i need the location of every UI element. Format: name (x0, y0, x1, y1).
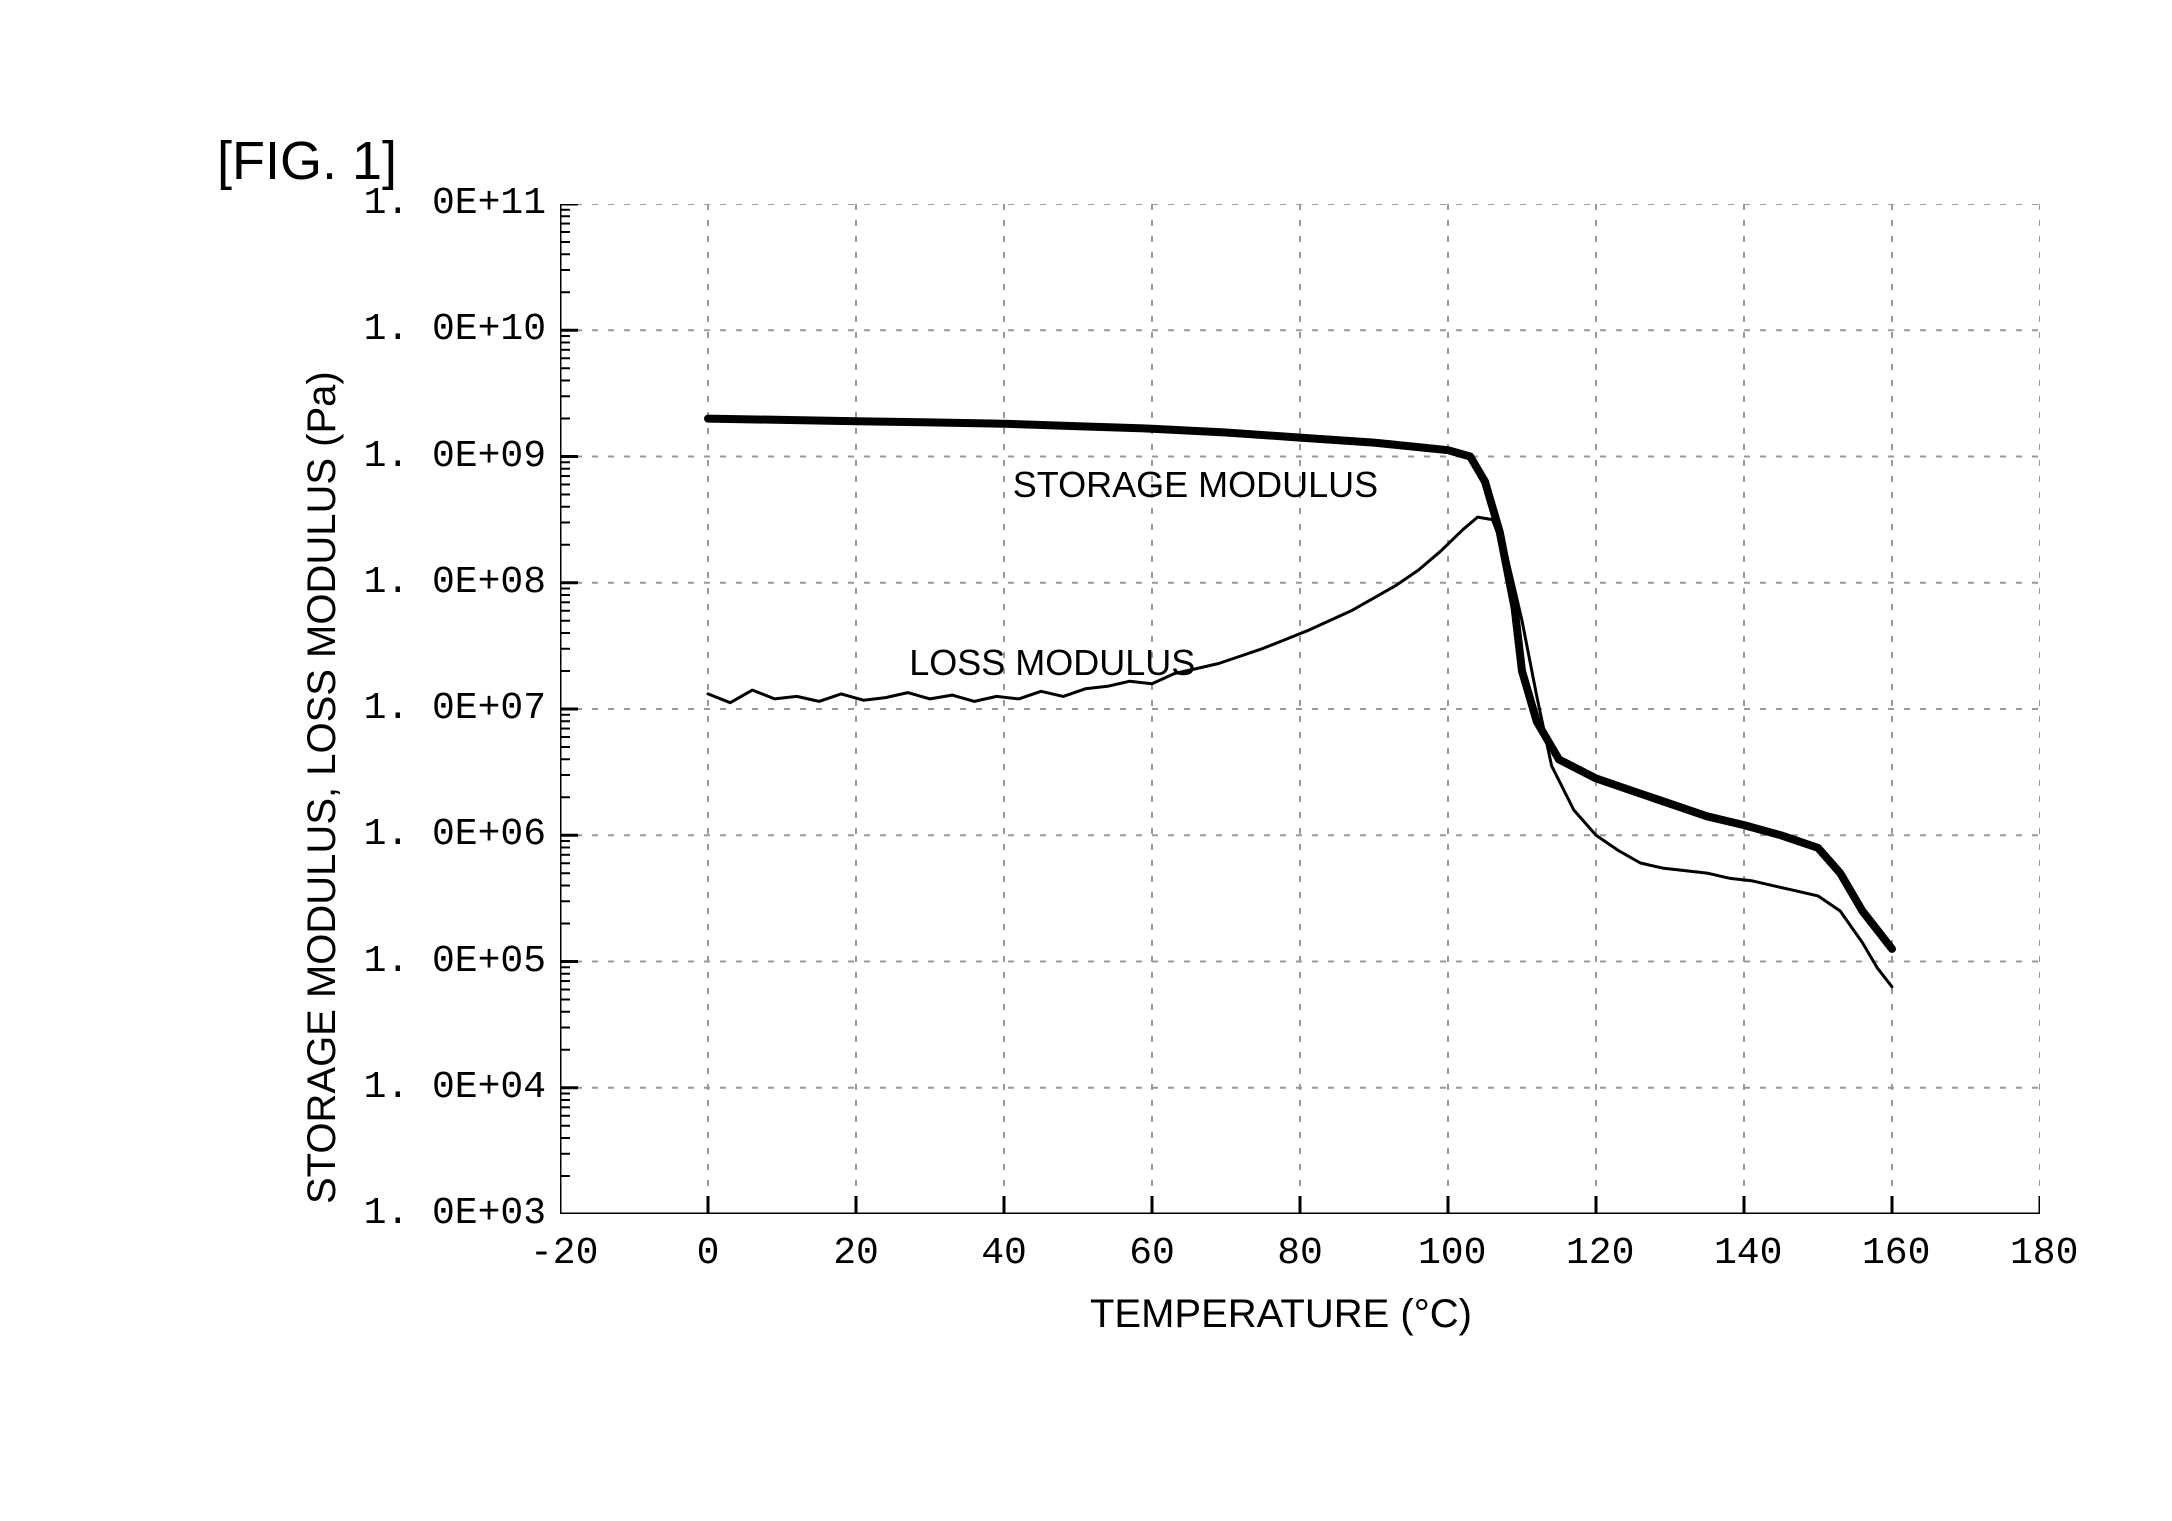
y-tick-label: 1. 0E+10 (364, 308, 546, 351)
series-label: LOSS MODULUS (909, 642, 1195, 684)
y-tick-label: 1. 0E+04 (364, 1066, 546, 1109)
x-tick-label: 0 (678, 1232, 738, 1275)
y-tick-label: 1. 0E+03 (364, 1192, 546, 1235)
y-tick-label: 1. 0E+06 (364, 813, 546, 856)
chart-svg (560, 204, 2040, 1214)
y-tick-label: 1. 0E+07 (364, 687, 546, 730)
x-tick-label: 140 (1714, 1232, 1774, 1275)
x-axis-title: TEMPERATURE (°C) (1090, 1292, 1472, 1337)
chart-area (560, 204, 2040, 1214)
y-axis-title: STORAGE MODULUS, LOSS MODULUS (Pa) (300, 371, 345, 1204)
x-tick-label: 80 (1270, 1232, 1330, 1275)
page: [FIG. 1] STORAGE MODULUS, LOSS MODULUS (… (0, 0, 2172, 1521)
x-tick-label: 60 (1122, 1232, 1182, 1275)
y-tick-label: 1. 0E+05 (364, 940, 546, 983)
x-tick-label: 160 (1862, 1232, 1922, 1275)
x-tick-label: 180 (2010, 1232, 2070, 1275)
x-tick-label: 120 (1566, 1232, 1626, 1275)
y-tick-label: 1. 0E+09 (364, 435, 546, 478)
y-tick-label: 1. 0E+08 (364, 561, 546, 604)
x-tick-label: -20 (530, 1232, 590, 1275)
y-tick-label: 1. 0E+11 (364, 182, 546, 225)
x-tick-label: 40 (974, 1232, 1034, 1275)
series-label: STORAGE MODULUS (1013, 464, 1378, 506)
x-tick-label: 100 (1418, 1232, 1478, 1275)
x-tick-label: 20 (826, 1232, 886, 1275)
